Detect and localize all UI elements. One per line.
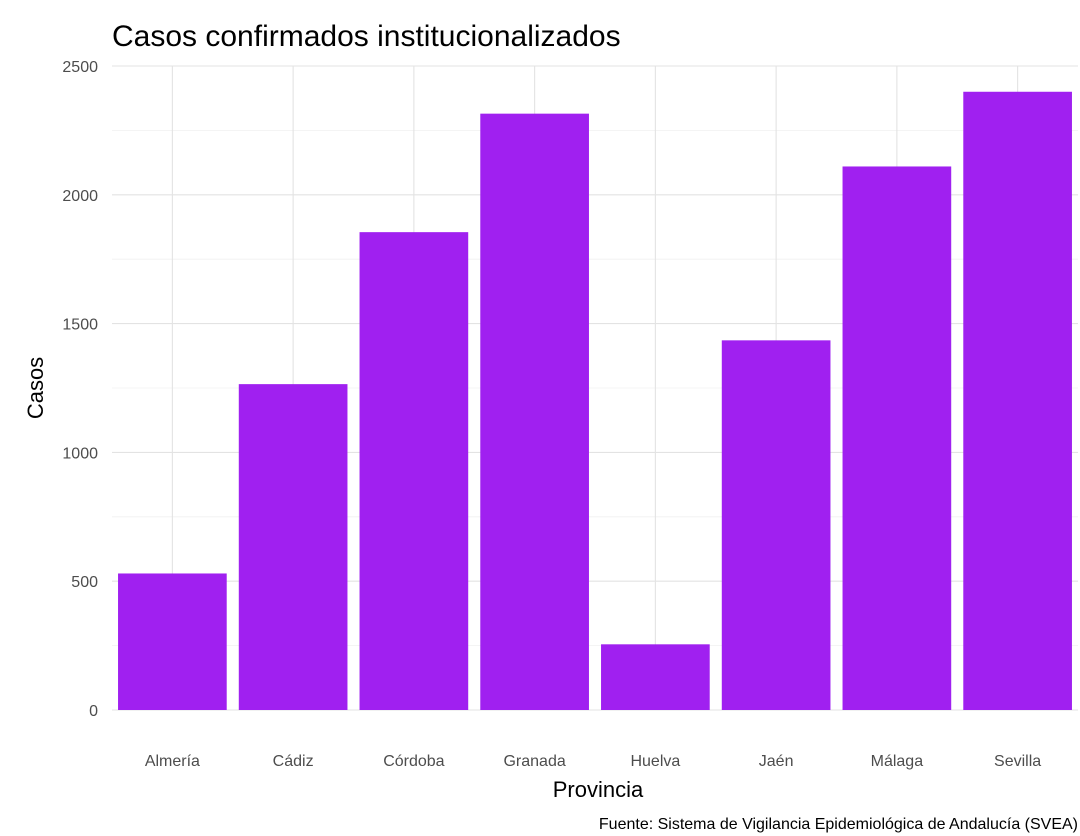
x-tick-labels: Almería Cádiz Córdoba Granada Huelva Jaén Mála… [145, 753, 1041, 770]
y-axis-title: Casos [23, 357, 48, 419]
y-tick-label: 2000 [62, 188, 98, 205]
bar [721, 340, 831, 710]
bar [118, 573, 227, 710]
x-tick-label: Cádiz [273, 753, 314, 770]
x-tick-label: Granada [503, 753, 565, 770]
bar [601, 644, 710, 710]
y-tick-labels: 0 500 1000 1500 2000 2500 [62, 59, 98, 720]
x-tick-label: Almería [145, 753, 200, 770]
y-tick-label: 0 [89, 703, 98, 720]
bars [118, 91, 1072, 711]
x-tick-label: Sevilla [994, 753, 1041, 770]
chart-caption: Fuente: Sistema de Vigilancia Epidemioló… [599, 816, 1078, 833]
x-tick-label: Málaga [871, 753, 924, 770]
x-tick-label: Huelva [630, 753, 680, 770]
chart-title: Casos confirmados institucionalizados [112, 20, 621, 53]
bar [359, 232, 469, 711]
y-tick-label: 1000 [62, 445, 98, 462]
y-tick-label: 500 [71, 574, 98, 591]
x-axis-title: Provincia [553, 777, 644, 802]
bar [238, 384, 348, 710]
y-tick-label: 2500 [62, 59, 98, 76]
bar [480, 113, 589, 710]
x-tick-label: Jaén [759, 753, 794, 770]
y-tick-label: 1500 [62, 317, 98, 334]
bar [842, 166, 952, 711]
bar [963, 91, 1072, 710]
x-tick-label: Córdoba [383, 753, 444, 770]
